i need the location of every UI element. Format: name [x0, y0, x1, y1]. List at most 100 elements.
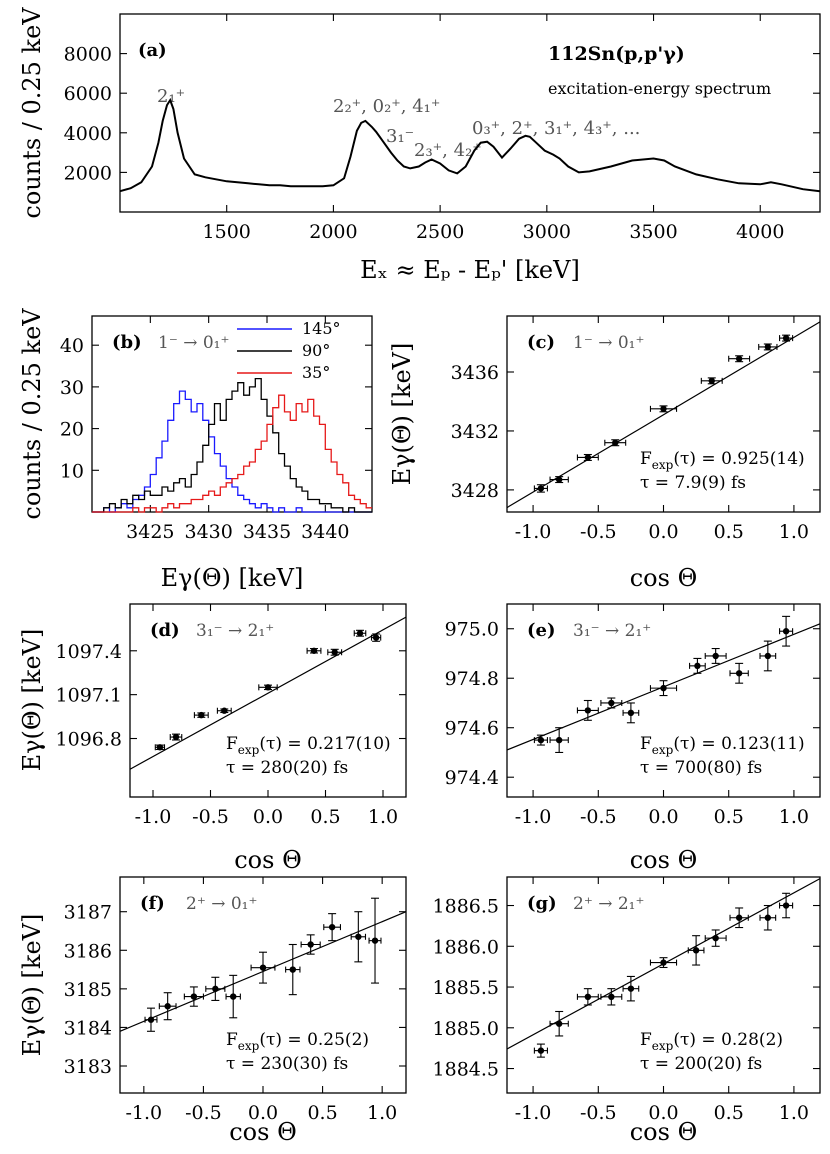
y-tick-label: 1097.4 — [56, 641, 122, 663]
legend-label: 90° — [302, 341, 330, 360]
y-tick-label: 975.0 — [445, 619, 499, 641]
x-axis-label: cos Θ — [234, 846, 302, 874]
x-tick-label: 1.0 — [779, 806, 809, 828]
data-point — [660, 684, 667, 692]
peak-label-3-1: 3₁⁻ — [386, 126, 414, 147]
panel-label: (g) — [527, 893, 557, 914]
data-point — [735, 670, 743, 677]
data-point — [555, 476, 563, 483]
fexp-symbol: F — [640, 734, 652, 754]
data-point — [537, 485, 545, 492]
y-tick-label: 3432 — [451, 421, 499, 443]
x-tick-label: -0.5 — [580, 806, 617, 828]
y-tick-label: 3428 — [451, 480, 499, 502]
y-tick-label: 8000 — [64, 44, 112, 66]
x-axis-label: Eₓ ≈ Eₚ - Eₚ' [keV] — [360, 256, 580, 284]
x-tick-label: 1.0 — [368, 806, 398, 828]
data-point — [156, 744, 164, 751]
data-point — [584, 707, 592, 714]
data-point — [735, 355, 743, 362]
panel-label: (b) — [112, 332, 142, 353]
fexp-symbol: F — [640, 449, 652, 469]
data-point — [694, 662, 701, 670]
data-point — [307, 941, 314, 948]
data-point — [221, 707, 228, 714]
panel-c: -1.0 -0.5 0.0 0.5 1.0 3428 3432 3436 cos Θ Eγ(Θ) … — [388, 315, 821, 592]
y-tick-label: 974.6 — [445, 718, 499, 740]
tau-label: τ = 700(80) fs — [640, 758, 762, 778]
fexp-symbol: F — [640, 1030, 652, 1050]
y-axis-label: counts / 0.25 keV — [18, 7, 46, 219]
x-tick-label: 0.5 — [310, 806, 340, 828]
histogram-series-0 — [92, 390, 372, 513]
data-point — [164, 1003, 171, 1010]
peak-label-group2: 2₃⁺, 4₂⁺ — [414, 140, 482, 161]
x-tick-label: 0.0 — [253, 806, 283, 828]
y-tick-label: 10 — [60, 460, 84, 482]
fexp-label: Fexp(τ) = 0.217(10) — [226, 734, 391, 757]
data-point — [584, 454, 592, 461]
panel-e: -1.0 -0.5 0.0 0.5 1.0 974.4 974.6 974.8 975.0 cos… — [445, 603, 821, 874]
fexp-symbol: F — [226, 734, 238, 754]
x-tick-label: -1.0 — [515, 806, 552, 828]
data-point — [198, 711, 205, 719]
x-tick-label: 0.5 — [714, 1102, 744, 1124]
data-point — [259, 964, 267, 971]
x-tick-label: -0.5 — [185, 1102, 222, 1124]
x-tick-label: 1.0 — [367, 1102, 397, 1124]
data-point — [782, 902, 790, 909]
transition-label: 2⁺ → 2₁⁺ — [573, 894, 644, 914]
x-tick-label: 3500 — [629, 221, 677, 243]
transition-label: 3₁⁻ → 2₁⁺ — [196, 621, 274, 641]
data-point — [190, 993, 198, 1000]
x-tick-label: -0.5 — [580, 521, 617, 543]
tau-label: τ = 200(20) fs — [640, 1054, 762, 1074]
peak-label-group3: 0₃⁺, 2⁺, 3₁⁺, 4₃⁺, ... — [472, 118, 640, 139]
data-point — [355, 933, 362, 940]
fexp-value: (τ) = 0.123(11) — [673, 734, 804, 754]
data-point — [555, 736, 563, 744]
data-point — [537, 1047, 545, 1054]
panel-label: (e) — [527, 620, 556, 641]
x-tick-label: 1.0 — [779, 521, 809, 543]
x-tick-label: 1.0 — [779, 1102, 809, 1124]
x-tick-label: 2000 — [309, 221, 357, 243]
y-tick-label: 6000 — [64, 83, 112, 105]
data-point — [608, 993, 615, 1001]
fexp-label: Fexp(τ) = 0.28(2) — [640, 1030, 783, 1053]
x-tick-label: 0.0 — [648, 806, 678, 828]
peak-label-2-1: 2₁⁺ — [157, 86, 185, 107]
data-point — [735, 914, 743, 921]
fexp-label: Fexp(τ) = 0.123(11) — [640, 734, 805, 757]
x-axis-label: cos Θ — [229, 1118, 297, 1146]
x-axis-label: cos Θ — [630, 1118, 698, 1146]
y-tick-label: 1097.1 — [56, 685, 122, 707]
transition-label: 1⁻ → 0₁⁺ — [158, 333, 229, 353]
y-tick-label: 3436 — [451, 362, 499, 384]
x-axis-label: Eγ(Θ) [keV] — [161, 564, 304, 592]
data-point — [372, 634, 380, 641]
y-tick-label: 3184 — [64, 1017, 112, 1039]
x-tick-label: 0.0 — [648, 521, 678, 543]
fexp-subscript: exp — [652, 458, 674, 472]
peak-label-group1: 2₂⁺, 0₂⁺, 4₁⁺ — [333, 96, 440, 117]
fexp-value: (τ) = 0.217(10) — [259, 734, 390, 754]
data-point — [212, 985, 219, 993]
data-point — [230, 993, 237, 1000]
fexp-label: Fexp(τ) = 0.925(14) — [640, 449, 805, 472]
y-tick-label: 3187 — [64, 902, 112, 924]
data-point — [764, 652, 772, 660]
y-tick-label: 4000 — [64, 123, 112, 145]
x-tick-label: -1.0 — [126, 1102, 163, 1124]
data-point — [764, 914, 772, 921]
data-point — [612, 439, 619, 446]
y-axis-label: Eγ(Θ) [keV] — [388, 343, 416, 486]
y-tick-label: 1885.0 — [433, 1018, 499, 1040]
data-point — [627, 985, 635, 992]
fexp-value: (τ) = 0.28(2) — [673, 1030, 783, 1050]
data-point — [708, 377, 715, 385]
transition-label: 1⁻ → 0₁⁺ — [573, 333, 644, 353]
fexp-symbol: F — [226, 1030, 238, 1050]
x-tick-label: 0.0 — [648, 1102, 678, 1124]
